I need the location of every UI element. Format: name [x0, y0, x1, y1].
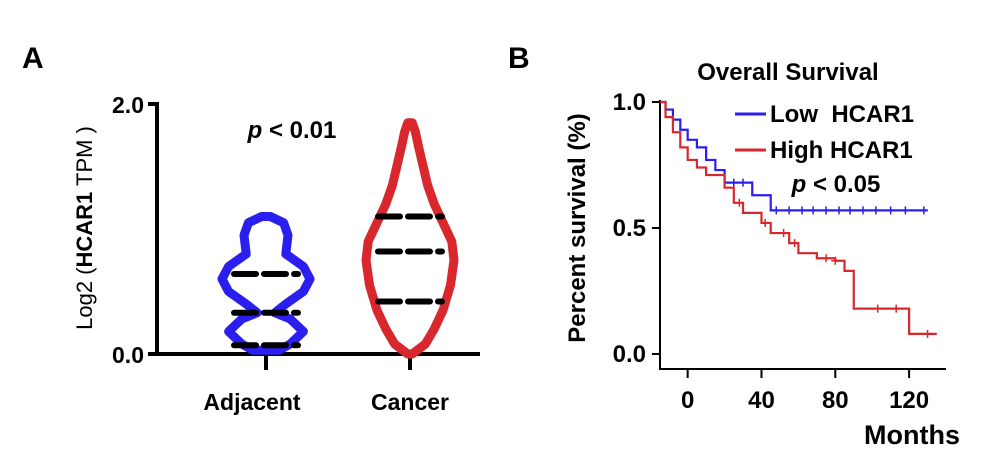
- violin-y-tick-label-top: 2.0: [112, 92, 144, 118]
- violin-adjacent: [217, 212, 315, 355]
- survival-y-axis-label: Percent survival (%): [564, 113, 591, 342]
- survival-y-tick-label: 1.0: [613, 89, 646, 116]
- censor-mark-low: [919, 206, 928, 215]
- censor-mark-high: [779, 229, 788, 238]
- censor-mark-high: [822, 254, 831, 263]
- violin-y-tick-label-bottom: 0.0: [112, 342, 144, 368]
- survival-x-tick-label: 80: [822, 387, 849, 414]
- panel-b-label: B: [508, 42, 530, 75]
- censor-mark-low: [901, 206, 910, 215]
- survival-legend: Low HCAR1 High HCAR1: [735, 101, 914, 164]
- violin-x-tick-label-adjacent: Adjacent: [203, 389, 300, 415]
- censor-mark-low: [871, 206, 880, 215]
- survival-ticks: 0 40 80 120 0.0 0.5 1.0: [613, 89, 929, 414]
- survival-y-tick-label: 0.0: [613, 341, 646, 368]
- censor-mark-low: [858, 206, 867, 215]
- censor-mark-low: [785, 206, 794, 215]
- survival-x-tick-label: 0: [681, 387, 694, 414]
- survival-x-axis-label: Months: [864, 420, 960, 450]
- censor-mark-low: [798, 206, 807, 215]
- violin-x-tick-label-cancer: Cancer: [371, 389, 449, 415]
- censor-mark-high: [790, 239, 799, 248]
- censor-mark-high: [735, 198, 744, 207]
- survival-title: Overall Survival: [697, 59, 878, 86]
- violin-y-axis-label: Log2 (HCAR1 TPM ): [72, 126, 97, 330]
- censor-mark-high: [892, 304, 901, 313]
- legend-label-low: Low HCAR1: [770, 101, 914, 128]
- censor-mark-low: [739, 178, 748, 187]
- censor-mark-low: [772, 206, 781, 215]
- censor-mark-low: [846, 206, 855, 215]
- survival-chart: Overall Survival Percent survival (%) 0 4…: [564, 59, 960, 450]
- survival-curve-high: [660, 100, 937, 335]
- censor-mark-high: [831, 256, 840, 265]
- survival-x-tick-label: 120: [889, 387, 929, 414]
- survival-y-tick-label: 0.5: [613, 215, 646, 242]
- censor-mark-low: [886, 206, 895, 215]
- censor-mark-low: [809, 206, 818, 215]
- survival-p-value: p < 0.05: [791, 171, 881, 198]
- censor-mark-high: [873, 304, 882, 313]
- violin-p-value: p < 0.01: [247, 117, 337, 144]
- censor-mark-high: [923, 329, 932, 338]
- legend-label-high: High HCAR1: [770, 137, 913, 164]
- censor-mark-low: [834, 206, 843, 215]
- violin-shapes: [217, 118, 459, 359]
- survival-series: [660, 100, 937, 338]
- censor-mark-high: [761, 218, 770, 227]
- censor-mark-low: [822, 206, 831, 215]
- censor-mark-low: [729, 178, 738, 187]
- survival-x-tick-label: 40: [748, 387, 775, 414]
- panel-a-label: A: [22, 42, 44, 75]
- survival-curve-low: [660, 100, 928, 212]
- violin-cancer: [361, 118, 459, 359]
- violin-chart: Log2 (HCAR1 TPM ) 2.0 0.0 Adjacent Cance…: [72, 92, 480, 415]
